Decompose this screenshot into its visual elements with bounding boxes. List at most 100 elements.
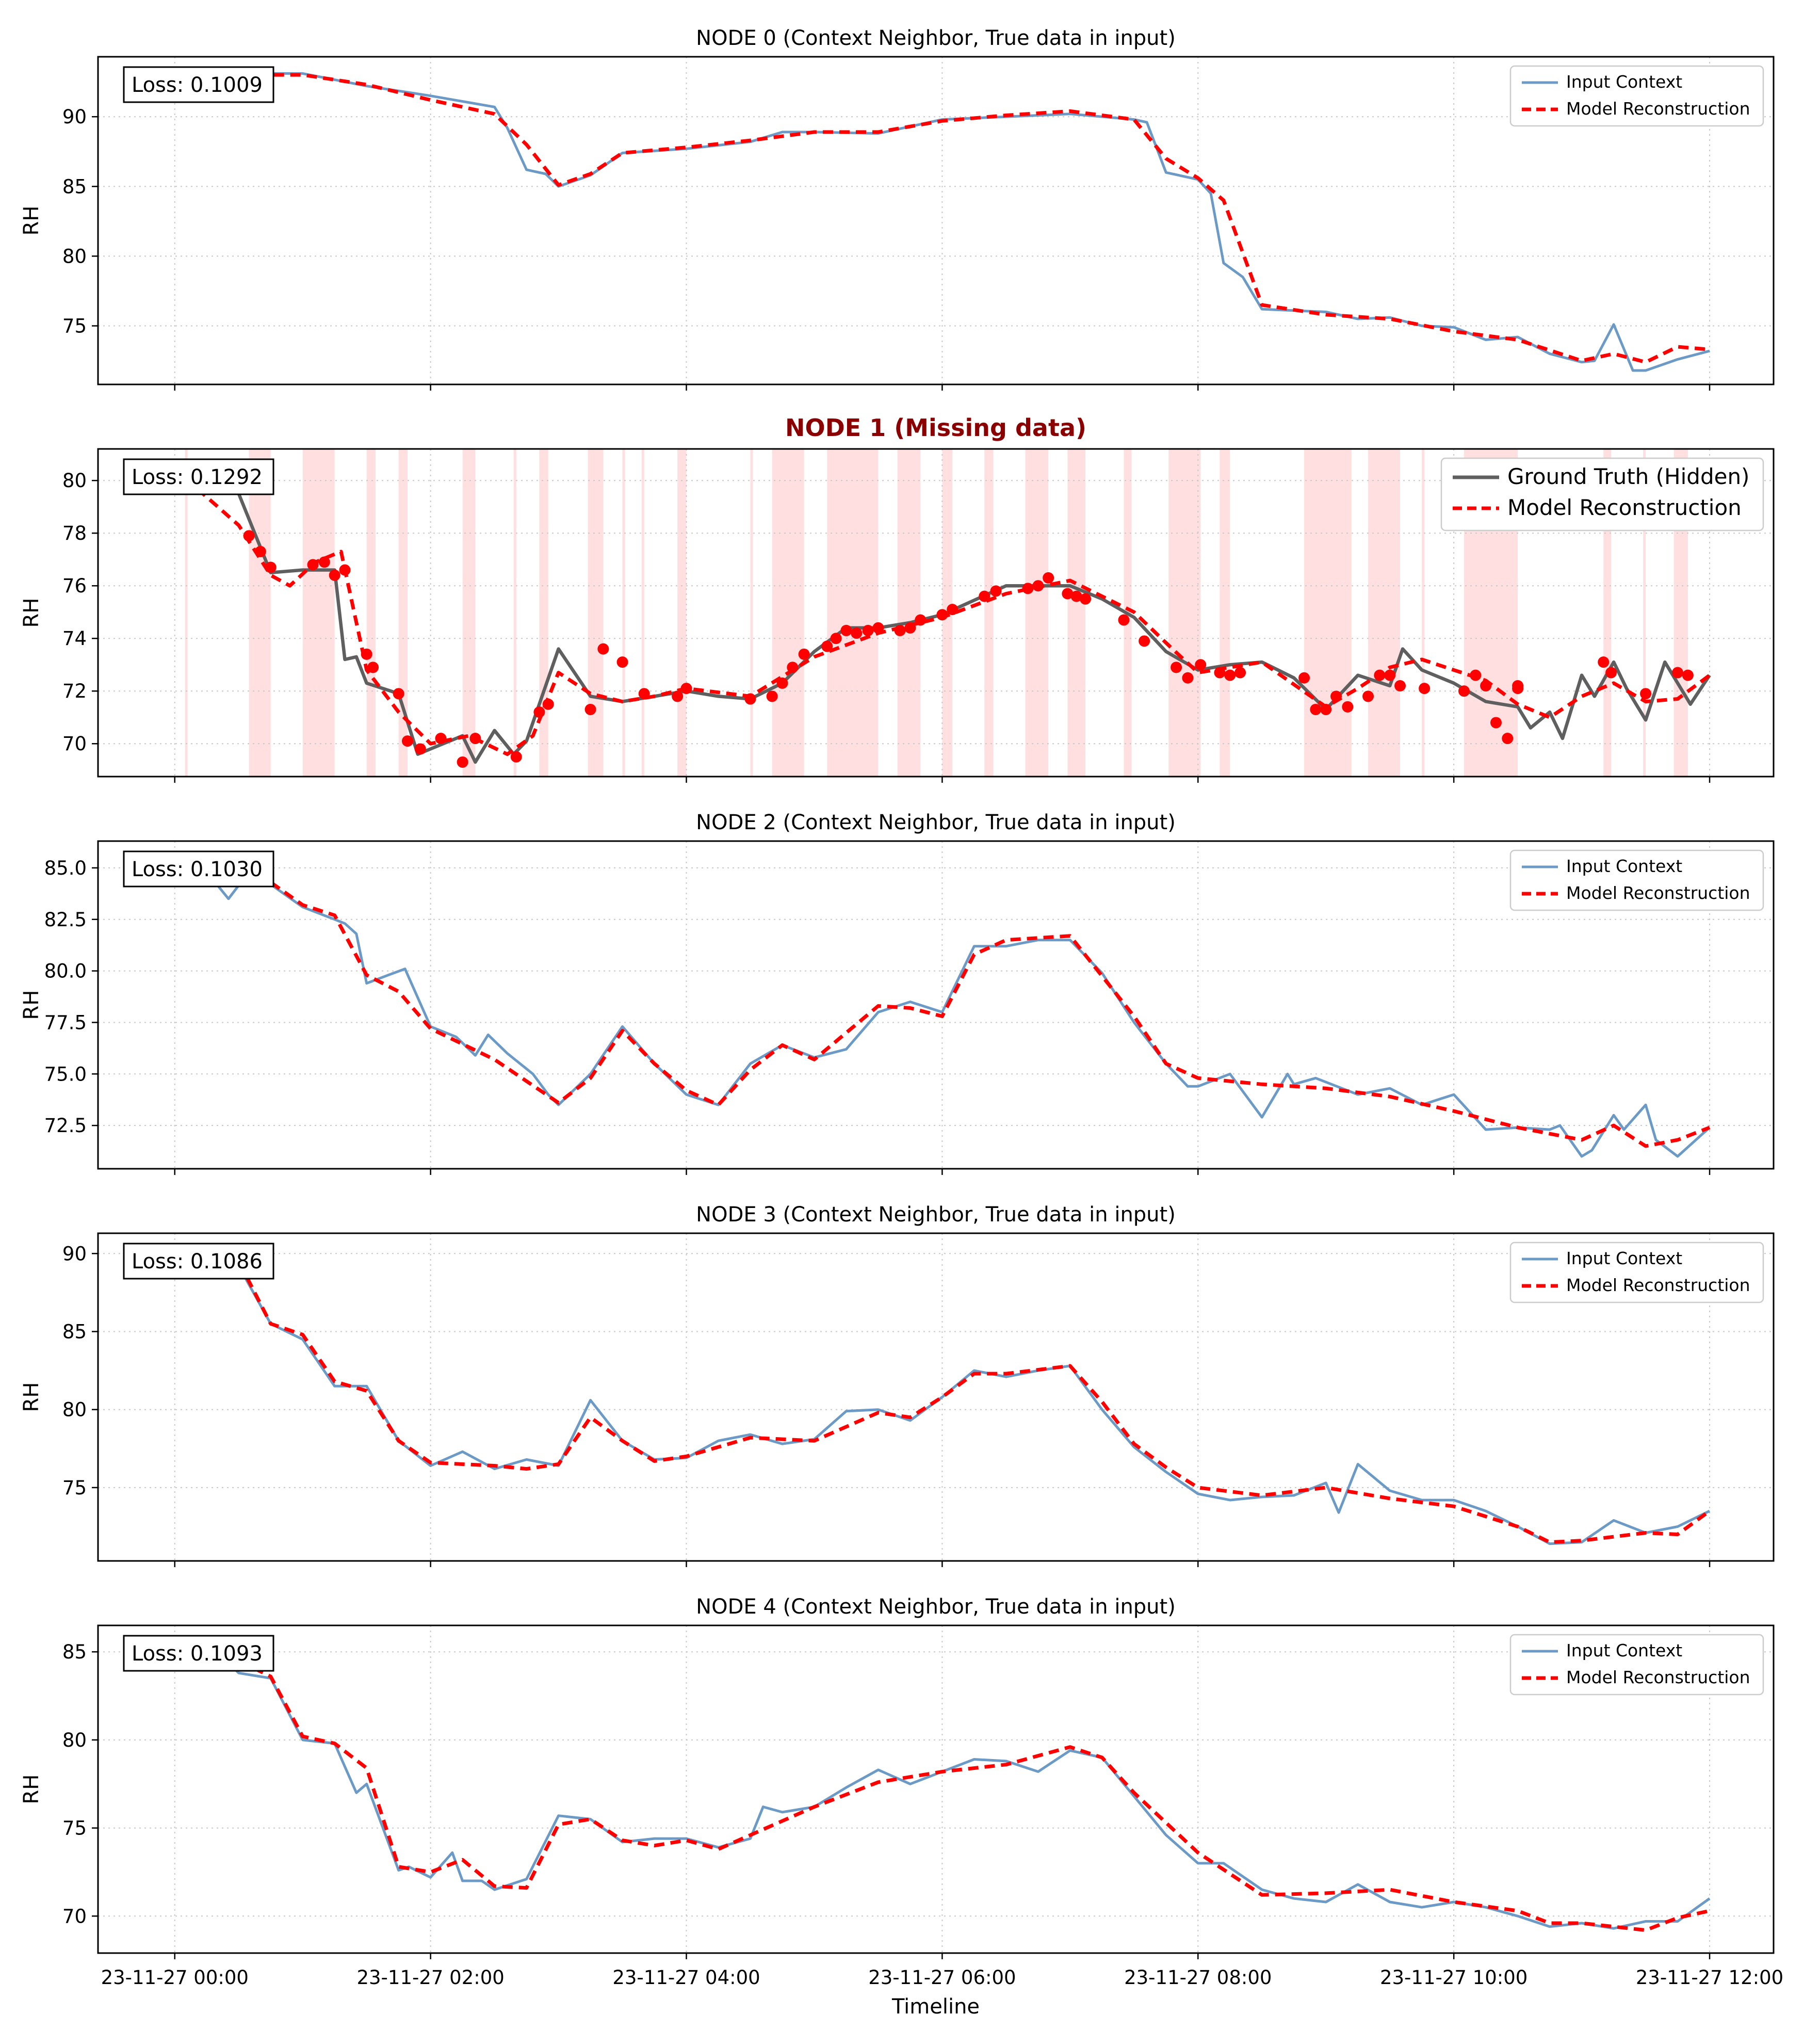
axes-frame bbox=[97, 840, 1775, 1170]
reconstruction-point bbox=[638, 688, 650, 700]
missing-span bbox=[750, 449, 753, 777]
loss-label: Loss: 0.1086 bbox=[132, 1250, 263, 1274]
y-tick-label: 80.0 bbox=[44, 960, 87, 982]
series-line-input-context bbox=[174, 1260, 1711, 1545]
chart-title: NODE 3 (Context Neighbor, True data in i… bbox=[696, 1203, 1176, 1227]
axes-frame bbox=[97, 448, 1775, 778]
x-tick-label: 23-11-27 06:00 bbox=[868, 1966, 1016, 1989]
legend-label: Model Reconstruction bbox=[1566, 99, 1750, 119]
missing-span bbox=[1168, 449, 1201, 777]
loss-box bbox=[123, 66, 274, 103]
missing-span bbox=[1368, 449, 1401, 777]
missing-span bbox=[588, 449, 604, 777]
y-tick-label: 85.0 bbox=[44, 857, 87, 879]
series-line-input-context bbox=[174, 858, 1711, 1158]
reconstruction-point bbox=[840, 624, 852, 636]
series-group bbox=[174, 1640, 1711, 1932]
legend-label: Model Reconstruction bbox=[1507, 495, 1742, 520]
reconstruction-point bbox=[1342, 701, 1354, 713]
legend-label: Input Context bbox=[1566, 1248, 1682, 1268]
chart-title: NODE 1 (Missing data) bbox=[785, 414, 1086, 442]
legend-box bbox=[1509, 65, 1764, 127]
chart-panel-3: 75 80 85 90 NODE 3 (Context Neighbor, True d… bbox=[20, 1203, 1775, 1567]
y-tick-label: 80 bbox=[62, 245, 87, 267]
reconstruction-point bbox=[1374, 669, 1386, 681]
x-tick-label: 23-11-27 12:00 bbox=[1636, 1966, 1783, 1989]
reconstruction-point bbox=[1224, 669, 1236, 681]
y-tick-label: 70 bbox=[62, 733, 87, 755]
y-tick-label: 78 bbox=[62, 522, 87, 544]
chart-panel-1: 70 72 74 76 78 80 NODE 1 (Missing data) RH Loss:… bbox=[20, 414, 1775, 783]
missing-span bbox=[1422, 449, 1425, 777]
loss-label: Loss: 0.1030 bbox=[132, 858, 263, 881]
missing-span bbox=[462, 449, 476, 777]
y-tick-label: 70 bbox=[62, 1905, 87, 1927]
reconstruction-point bbox=[1384, 669, 1396, 681]
legend-box bbox=[1509, 1242, 1764, 1303]
loss-label: Loss: 0.1292 bbox=[132, 465, 263, 489]
series-group bbox=[179, 472, 1711, 768]
y-tick-label: 85 bbox=[62, 1641, 87, 1663]
reconstruction-point bbox=[851, 627, 863, 639]
reconstruction-point bbox=[1070, 590, 1082, 602]
y-tick-label: 76 bbox=[62, 575, 87, 597]
reconstruction-point bbox=[1419, 683, 1431, 695]
chart-title: NODE 0 (Context Neighbor, True data in i… bbox=[696, 26, 1176, 50]
series-line-model-reconstruction bbox=[174, 73, 1710, 364]
reconstruction-point bbox=[1139, 635, 1150, 647]
reconstruction-point bbox=[1490, 717, 1502, 729]
axes-frame bbox=[97, 1232, 1775, 1562]
series-line-model-reconstruction bbox=[174, 858, 1711, 1148]
reconstruction-point bbox=[457, 756, 468, 768]
reconstruction-point bbox=[894, 624, 906, 636]
missing-span bbox=[1304, 449, 1352, 777]
x-tick-label: 23-11-27 04:00 bbox=[612, 1966, 760, 1989]
legend-label: Input Context bbox=[1566, 856, 1682, 876]
reconstruction-point bbox=[1480, 680, 1492, 692]
y-tick-label: 74 bbox=[62, 627, 87, 650]
missing-span bbox=[249, 449, 271, 777]
reconstruction-point bbox=[862, 624, 874, 636]
reconstruction-point bbox=[265, 561, 277, 573]
reconstruction-point bbox=[469, 733, 481, 745]
missing-span bbox=[1067, 449, 1086, 777]
reconstruction-point bbox=[393, 688, 404, 700]
panels: 75 80 85 90 NODE 0 (Context Neighbor, True d… bbox=[20, 26, 1775, 1959]
reconstruction-point bbox=[872, 622, 884, 634]
missing-span bbox=[772, 449, 804, 777]
chart-panel-4: 70 75 80 85 NODE 4 (Context Neighbor, True d… bbox=[20, 1595, 1775, 1959]
y-tick-label: 72 bbox=[62, 680, 87, 702]
reconstruction-point bbox=[435, 733, 447, 745]
x-tick-label: 23-11-27 10:00 bbox=[1380, 1966, 1528, 1989]
missing-span bbox=[827, 449, 879, 777]
y-tick-label: 75 bbox=[62, 1817, 87, 1840]
series-group bbox=[174, 858, 1711, 1158]
reconstruction-point bbox=[947, 604, 958, 616]
y-tick-label: 75 bbox=[62, 315, 87, 337]
reconstruction-point bbox=[1598, 656, 1610, 668]
legend-label: Model Reconstruction bbox=[1566, 883, 1750, 903]
missing-span bbox=[513, 449, 516, 777]
y-tick-label: 90 bbox=[62, 106, 87, 128]
reconstruction-point bbox=[915, 614, 927, 626]
reconstruction-point bbox=[367, 662, 379, 673]
legend-label: Model Reconstruction bbox=[1566, 1275, 1750, 1295]
reconstruction-point bbox=[904, 622, 916, 634]
y-tick-label: 77.5 bbox=[44, 1011, 87, 1034]
chart-panel-0: 75 80 85 90 NODE 0 (Context Neighbor, True d… bbox=[20, 26, 1775, 391]
reconstruction-point bbox=[533, 706, 545, 718]
reconstruction-point bbox=[1062, 588, 1074, 600]
series-group bbox=[174, 1259, 1711, 1545]
missing-span bbox=[897, 449, 921, 777]
missing-span bbox=[366, 449, 376, 777]
x-axis-title: Timeline bbox=[891, 1995, 980, 2019]
reconstruction-point bbox=[329, 569, 340, 581]
missing-span bbox=[1643, 449, 1646, 777]
reconstruction-point bbox=[510, 751, 522, 763]
reconstruction-point bbox=[1214, 667, 1226, 679]
loss-box bbox=[123, 458, 274, 495]
chart-title: NODE 2 (Context Neighbor, True data in i… bbox=[696, 811, 1176, 834]
reconstruction-point bbox=[1195, 659, 1207, 671]
y-tick-label: 80 bbox=[62, 1399, 87, 1421]
reconstruction-point bbox=[1043, 572, 1054, 584]
